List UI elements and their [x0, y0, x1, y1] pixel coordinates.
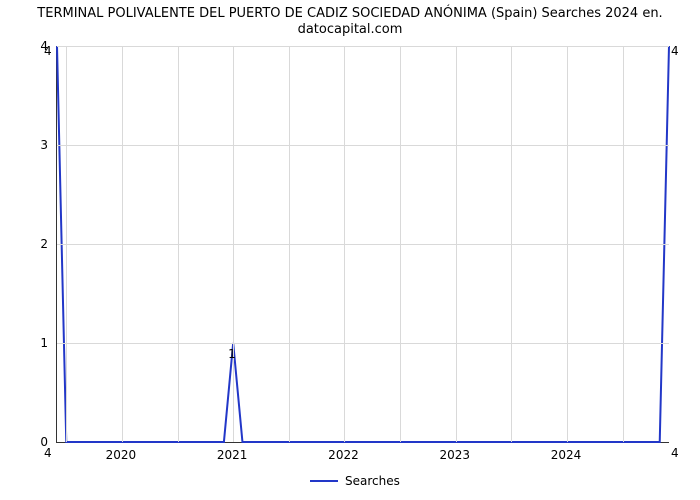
y-tick-label: 3 [8, 138, 48, 152]
y-tick-label: 1 [8, 336, 48, 350]
hgrid [57, 244, 669, 245]
vgrid [122, 46, 123, 442]
x-tick-label: 2021 [217, 448, 248, 462]
chart-title-line2: datocapital.com [298, 22, 403, 37]
legend-label: Searches [345, 474, 400, 488]
x-tick-label: 2020 [106, 448, 137, 462]
vgrid [178, 46, 179, 442]
chart-title: TERMINAL POLIVALENTE DEL PUERTO DE CADIZ… [0, 6, 700, 38]
legend-swatch [310, 480, 338, 482]
vgrid [400, 46, 401, 442]
hgrid [57, 145, 669, 146]
vgrid [456, 46, 457, 442]
y-tick-label: 0 [8, 435, 48, 449]
point-label: 4 [671, 446, 679, 460]
x-tick-label: 2022 [328, 448, 359, 462]
vgrid [567, 46, 568, 442]
plot-area [56, 46, 669, 443]
vgrid [66, 46, 67, 442]
vgrid [233, 46, 234, 442]
hgrid [57, 46, 669, 47]
vgrid [344, 46, 345, 442]
vgrid [623, 46, 624, 442]
point-label: 4 [671, 44, 679, 58]
legend: Searches [310, 474, 400, 488]
chart-title-line1: TERMINAL POLIVALENTE DEL PUERTO DE CADIZ… [37, 6, 662, 21]
y-tick-label: 2 [8, 237, 48, 251]
y-tick-label: 4 [8, 39, 48, 53]
vgrid [289, 46, 290, 442]
x-tick-label: 2024 [551, 448, 582, 462]
hgrid [57, 343, 669, 344]
vgrid [511, 46, 512, 442]
x-tick-label: 2023 [439, 448, 470, 462]
